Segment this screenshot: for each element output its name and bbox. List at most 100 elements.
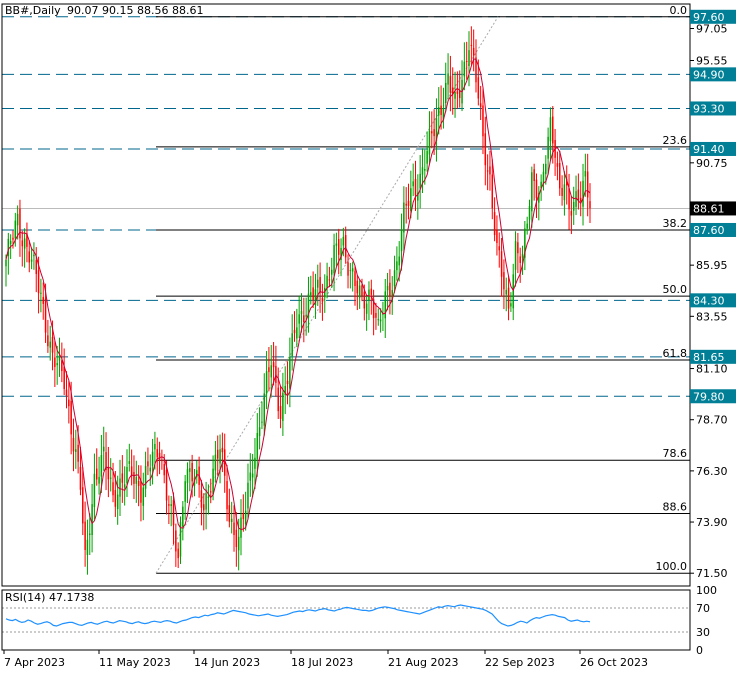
candle-body	[505, 289, 507, 295]
candle-body	[126, 466, 128, 484]
candle-body	[100, 455, 103, 477]
candle-body	[265, 371, 268, 394]
candle-body	[472, 47, 475, 56]
candle-body	[519, 256, 521, 263]
candle-body	[114, 490, 117, 507]
candle-body	[351, 268, 354, 272]
level-tag	[690, 293, 736, 308]
candle-body	[135, 476, 138, 484]
candle-body	[284, 385, 286, 396]
level-label: 87.60	[693, 224, 725, 237]
candle-body	[191, 462, 193, 482]
candle-body	[268, 367, 270, 373]
rsi-line	[5, 604, 591, 627]
candle-body	[486, 170, 489, 172]
candle-body	[545, 163, 547, 175]
candle-body	[575, 191, 577, 207]
candle-body	[163, 464, 165, 476]
candle-body	[242, 512, 245, 520]
candle-body	[277, 387, 279, 412]
candle-body	[305, 314, 307, 317]
candle-body	[456, 91, 459, 94]
candle-body	[182, 506, 184, 527]
candle-body	[363, 291, 366, 309]
candle-body	[321, 297, 324, 302]
candle-body	[177, 548, 179, 559]
candle-body	[440, 105, 442, 115]
candle-body	[559, 163, 561, 189]
candle-body	[82, 487, 84, 524]
candle-body	[70, 400, 72, 435]
x-tick-label: 7 Apr 2023	[4, 656, 65, 669]
candle-body	[300, 311, 303, 314]
candle-body	[526, 223, 528, 229]
candle-body	[324, 287, 326, 298]
candle-body	[203, 504, 205, 511]
candle-body	[172, 499, 175, 526]
candle-body	[91, 504, 93, 536]
candle-body	[542, 171, 545, 184]
candle-body	[196, 470, 198, 478]
candle-body	[361, 285, 363, 296]
candle-body	[407, 200, 410, 206]
candle-body	[419, 173, 421, 189]
candle-body	[491, 174, 494, 209]
candle-body	[493, 212, 496, 236]
candle-body	[442, 107, 445, 120]
candle-body	[393, 270, 396, 287]
candle-body	[291, 333, 293, 357]
candle-body	[414, 178, 417, 196]
candle-body	[107, 466, 110, 480]
fib-label: 0.0	[670, 4, 688, 17]
candle-body	[435, 118, 438, 142]
candle-body	[40, 292, 42, 294]
candle-body	[214, 454, 217, 471]
candle-body	[386, 285, 389, 291]
candle-body	[235, 529, 238, 548]
candle-body	[49, 341, 51, 348]
candle-body	[102, 446, 105, 452]
candle-body	[14, 220, 17, 239]
candle-body	[42, 296, 44, 304]
candle-body	[344, 235, 347, 258]
candle-body	[370, 288, 373, 295]
candle-body	[279, 406, 282, 419]
level-tag	[690, 349, 736, 364]
fib-label: 50.0	[663, 283, 688, 296]
candle-body	[237, 536, 240, 551]
candle-body	[468, 50, 470, 66]
candle-body	[365, 303, 368, 314]
candle-body	[465, 60, 468, 62]
candle-body	[517, 242, 519, 254]
candle-body	[398, 256, 400, 266]
candle-body	[524, 228, 526, 258]
candle-body	[175, 530, 177, 552]
level-tag	[690, 101, 736, 116]
candle-body	[272, 362, 275, 368]
fib-label: 38.2	[663, 217, 688, 230]
candle-body	[417, 192, 419, 201]
rsi-frame	[1, 589, 691, 651]
candle-body	[372, 299, 375, 319]
candle-body	[317, 279, 319, 288]
candle-body	[147, 461, 149, 467]
candle-body	[298, 314, 300, 324]
candle-body	[577, 189, 580, 201]
candle-body	[354, 271, 356, 287]
candle-body	[282, 392, 284, 421]
candle-body	[77, 444, 79, 462]
candle-body	[289, 356, 291, 389]
candle-body	[37, 270, 40, 294]
candle-body	[221, 447, 224, 453]
candle-body	[356, 280, 359, 294]
candle-body	[433, 129, 435, 137]
candle-body	[431, 131, 433, 134]
candle-body	[154, 443, 156, 450]
axes: 97.05 95.5594.90 93.30 91.4090.75 88.61 87.60…	[1, 3, 736, 669]
chart-ohlc: 90.07 90.15 88.56 88.61	[67, 4, 203, 17]
candle-body	[498, 246, 501, 251]
candle-body	[342, 236, 345, 246]
candle-body	[86, 539, 89, 555]
candle-body	[256, 432, 259, 459]
candle-body	[426, 150, 428, 164]
